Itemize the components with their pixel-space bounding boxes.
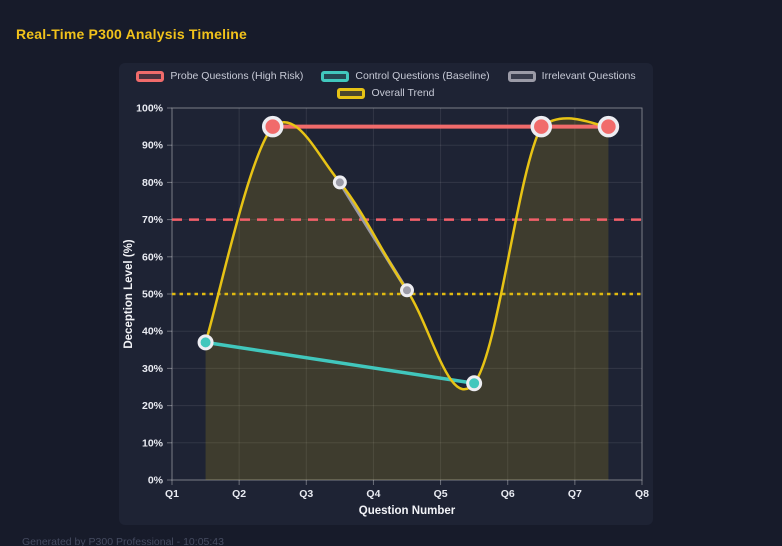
legend-label: Probe Questions (High Risk)	[170, 70, 304, 82]
data-point[interactable]	[466, 375, 483, 392]
data-point[interactable]	[597, 115, 620, 138]
legend-item-control-questions-baseline[interactable]: Control Questions (Baseline)	[321, 70, 490, 82]
x-tick-label: Q2	[232, 488, 246, 500]
x-tick-label: Q6	[501, 488, 515, 500]
data-point[interactable]	[197, 334, 214, 351]
chart-legend: Probe Questions (High Risk) Control Quest…	[119, 70, 653, 99]
legend-item-probe-questions-high-risk[interactable]: Probe Questions (High Risk)	[136, 70, 303, 82]
legend-label: Overall Trend	[371, 87, 435, 99]
y-axis-title: Deception Level (%)	[123, 239, 135, 348]
data-point[interactable]	[261, 115, 284, 138]
legend-item-overall-trend[interactable]: Overall Trend	[337, 87, 435, 99]
chart-svg: 0% 10% 20% 30% 40% 50% 60% 70% 80% 90% 100% Q1 Q2 Q3 Q…	[123, 103, 649, 518]
data-point[interactable]	[332, 175, 347, 190]
legend-swatch	[337, 87, 366, 99]
trend-area-fill	[205, 118, 609, 481]
x-tick-label: Q1	[165, 488, 179, 500]
legend-swatch	[507, 70, 536, 82]
y-tick-label: 0%	[148, 475, 164, 487]
x-tick-label: Q4	[366, 488, 380, 500]
y-tick-label: 50%	[142, 289, 164, 301]
legend-row-1: Probe Questions (High Risk) Control Quest…	[119, 70, 653, 82]
x-tick-label: Q5	[434, 488, 448, 500]
legend-swatch	[136, 70, 165, 82]
x-tick-label: Q7	[568, 488, 582, 500]
legend-row-2: Overall Trend	[119, 87, 653, 99]
y-tick-label: 70%	[142, 214, 164, 226]
chart-panel: Probe Questions (High Risk) Control Quest…	[119, 63, 653, 525]
x-tick-label: Q3	[299, 488, 313, 500]
y-tick-label: 30%	[142, 363, 164, 375]
legend-label: Irrelevant Questions	[541, 70, 636, 82]
page-title: Real-Time P300 Analysis Timeline	[16, 26, 248, 42]
data-point[interactable]	[530, 115, 553, 138]
y-tick-label: 80%	[142, 177, 164, 189]
legend-item-irrelevant-questions[interactable]: Irrelevant Questions	[507, 70, 636, 82]
y-tick-label: 100%	[136, 103, 164, 115]
y-tick-label: 20%	[142, 400, 164, 412]
legend-label: Control Questions (Baseline)	[355, 70, 490, 82]
footer-note: Generated by P300 Professional - 10:05:4…	[22, 536, 224, 546]
y-tick-label: 90%	[142, 140, 164, 152]
legend-swatch	[321, 70, 350, 82]
y-tick-label: 60%	[142, 251, 164, 263]
y-tick-label: 40%	[142, 326, 164, 338]
y-tick-label: 10%	[142, 437, 164, 449]
series-line-control	[203, 340, 476, 386]
x-tick-label: Q8	[635, 488, 649, 500]
data-point[interactable]	[400, 283, 414, 298]
x-axis-title: Question Number	[359, 505, 456, 517]
